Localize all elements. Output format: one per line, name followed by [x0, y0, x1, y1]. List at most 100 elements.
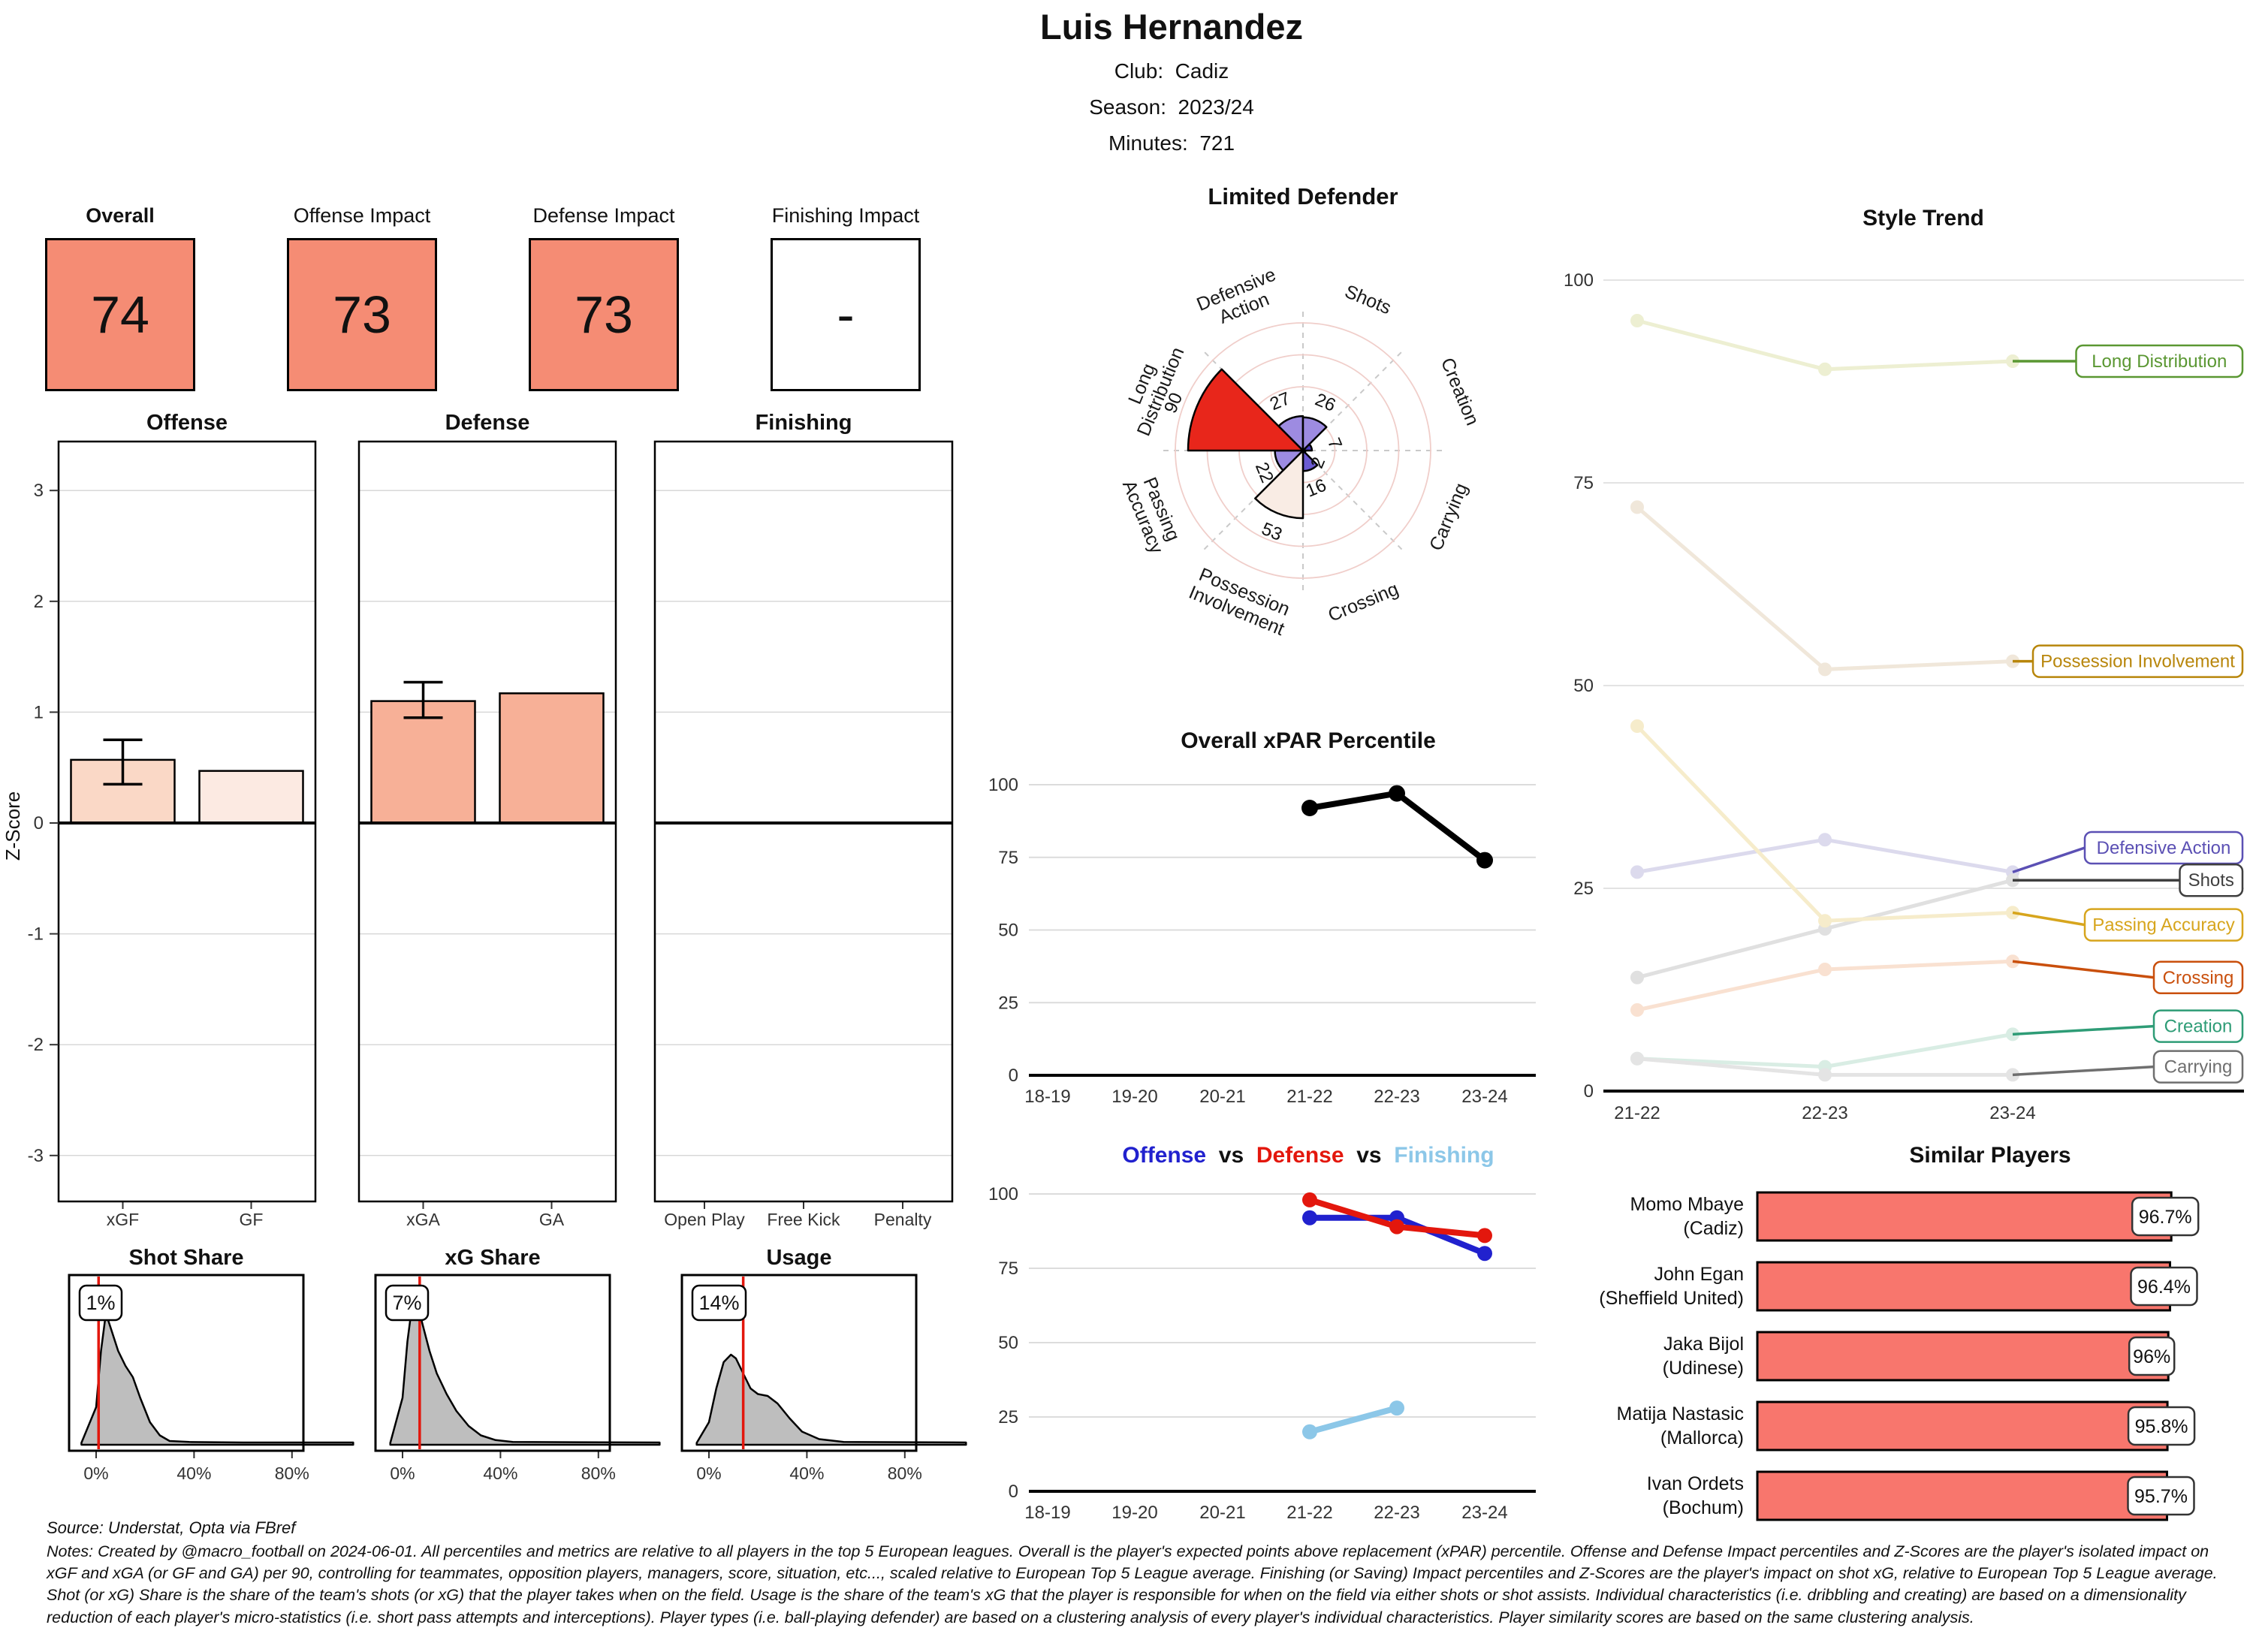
svg-text:(Bochum): (Bochum): [1663, 1497, 1744, 1518]
svg-text:Possession Involvement: Possession Involvement: [2040, 652, 2235, 672]
svg-text:LongDistribution: LongDistribution: [1114, 336, 1189, 439]
impact-box-offense-impact: Offense Impact 73: [287, 204, 437, 391]
season-label: Season:: [1089, 95, 1166, 119]
svg-text:Finishing: Finishing: [756, 411, 852, 435]
svg-text:2: 2: [34, 592, 44, 612]
svg-text:Crossing: Crossing: [2163, 968, 2234, 988]
svg-text:40%: 40%: [176, 1464, 211, 1483]
svg-text:23-24: 23-24: [1461, 1087, 1507, 1107]
svg-text:25: 25: [998, 993, 1018, 1013]
svg-text:1%: 1%: [86, 1292, 115, 1314]
svg-text:GA: GA: [539, 1210, 565, 1229]
club-label: Club:: [1114, 59, 1164, 83]
svg-text:20-21: 20-21: [1199, 1503, 1245, 1523]
svg-text:100: 100: [988, 1184, 1018, 1204]
svg-text:0: 0: [34, 813, 44, 834]
svg-text:16: 16: [1303, 475, 1329, 502]
svg-text:26: 26: [1312, 390, 1338, 416]
svg-text:25: 25: [1573, 879, 1594, 899]
player-season: Season: 2023/24: [796, 95, 1547, 119]
density-usage: Usage 0% 40% 80% 14%: [680, 1246, 967, 1483]
impact-box-value: -: [771, 238, 921, 391]
impact-box-value: 73: [529, 238, 679, 391]
svg-text:Carrying: Carrying: [2164, 1057, 2233, 1078]
svg-text:John Egan: John Egan: [1654, 1264, 1744, 1285]
svg-text:80%: 80%: [888, 1464, 922, 1483]
svg-text:Limited Defender: Limited Defender: [1208, 183, 1398, 210]
svg-text:27: 27: [1267, 388, 1293, 415]
club-value: Cadiz: [1175, 59, 1229, 83]
svg-text:1: 1: [34, 702, 44, 722]
svg-text:50: 50: [998, 1333, 1018, 1353]
svg-text:96.4%: 96.4%: [2137, 1277, 2191, 1298]
svg-text:0: 0: [1009, 1066, 1018, 1086]
style-trend-chart: Style Trend 0 25 50 75 100 21-22 22-23 23-24 Long…: [1564, 206, 2244, 1123]
svg-text:Style Trend: Style Trend: [1862, 206, 1984, 231]
zscore-panel-finishing: Finishing Open Play Free Kick Penalty: [653, 411, 954, 1229]
svg-text:Carrying: Carrying: [1425, 480, 1472, 553]
svg-text:Defense: Defense: [445, 411, 530, 435]
similar-players-chart: Similar Players Momo Mbaye (Cadiz) 96.7% Joh…: [1599, 1143, 2200, 1521]
svg-text:19-20: 19-20: [1111, 1087, 1157, 1107]
impact-box-title: Defense Impact: [532, 204, 675, 227]
svg-text:Ivan Ordets: Ivan Ordets: [1647, 1473, 1744, 1494]
svg-text:22-23: 22-23: [1802, 1103, 1847, 1123]
svg-text:80%: 80%: [581, 1464, 616, 1483]
impact-box-finishing-impact: Finishing Impact -: [771, 204, 921, 391]
svg-text:20-21: 20-21: [1199, 1087, 1245, 1107]
svg-text:100: 100: [1564, 270, 1594, 291]
svg-text:75: 75: [998, 848, 1018, 868]
svg-text:75: 75: [998, 1259, 1018, 1279]
svg-text:23-24: 23-24: [1461, 1503, 1507, 1523]
svg-text:22-23: 22-23: [1374, 1503, 1419, 1523]
svg-text:Defensive Action: Defensive Action: [2097, 838, 2231, 858]
player-minutes: Minutes: 721: [796, 131, 1547, 155]
zscore-panel-defense: Defense xGA GA: [357, 411, 617, 1229]
svg-text:0%: 0%: [696, 1464, 721, 1483]
impact-box-title: Overall: [86, 204, 155, 227]
svg-text:DefensiveAction: DefensiveAction: [1194, 264, 1287, 333]
svg-text:-2: -2: [28, 1035, 44, 1055]
offense-defense-finishing-chart: Offense vs Defense vs Finishing 0 25 50 75 10…: [988, 1143, 1536, 1523]
svg-text:-3: -3: [28, 1146, 44, 1166]
svg-text:21-22: 21-22: [1286, 1503, 1332, 1523]
svg-text:Matija Nastasic: Matija Nastasic: [1617, 1403, 1745, 1424]
svg-text:xGF: xGF: [107, 1210, 139, 1229]
notes-text: Notes: Created by @macro_football on 202…: [47, 1542, 2218, 1626]
svg-text:21-22: 21-22: [1614, 1103, 1660, 1123]
season-value: 2023/24: [1178, 95, 1254, 119]
svg-text:Similar Players: Similar Players: [1909, 1143, 2071, 1168]
svg-text:25: 25: [998, 1407, 1018, 1427]
svg-text:Shots: Shots: [1342, 281, 1395, 318]
svg-text:22-23: 22-23: [1374, 1087, 1419, 1107]
svg-text:Momo Mbaye: Momo Mbaye: [1630, 1194, 1744, 1215]
svg-text:Shots: Shots: [2188, 870, 2234, 891]
svg-text:Offense: Offense: [146, 411, 228, 435]
player-name: Luis Hernandez: [1040, 7, 1303, 47]
svg-text:-1: -1: [28, 924, 44, 945]
svg-text:80%: 80%: [275, 1464, 309, 1483]
svg-text:3: 3: [34, 481, 44, 501]
svg-text:Creation: Creation: [1437, 355, 1483, 429]
impact-box-title: Finishing Impact: [771, 204, 920, 227]
svg-text:GF: GF: [240, 1210, 264, 1229]
player-club: Club: Cadiz: [796, 59, 1547, 83]
impact-box-title: Offense Impact: [293, 204, 431, 227]
zscore-panel-offense: Offense xGF GF: [57, 411, 317, 1229]
svg-text:100: 100: [988, 775, 1018, 795]
svg-text:18-19: 18-19: [1024, 1087, 1070, 1107]
svg-text:(Cadiz): (Cadiz): [1683, 1218, 1744, 1239]
svg-text:0: 0: [1584, 1081, 1594, 1102]
svg-text:21-22: 21-22: [1286, 1087, 1332, 1107]
svg-text:PassingAccuracy: PassingAccuracy: [1118, 469, 1186, 556]
svg-text:(Mallorca): (Mallorca): [1660, 1427, 1744, 1449]
svg-text:xGA: xGA: [406, 1210, 440, 1229]
player-type-radar: Limited Defender 27 DefensiveAction 26 Shots…: [1114, 183, 1483, 640]
impact-box-defense-impact: Defense Impact 73: [529, 204, 679, 391]
minutes-value: 721: [1199, 131, 1235, 155]
svg-text:7%: 7%: [392, 1292, 421, 1314]
svg-text:95.7%: 95.7%: [2134, 1486, 2188, 1507]
zscore-y-axis: 3 2 1 0 -1 -2 -3 Z-Score: [2, 481, 59, 1166]
